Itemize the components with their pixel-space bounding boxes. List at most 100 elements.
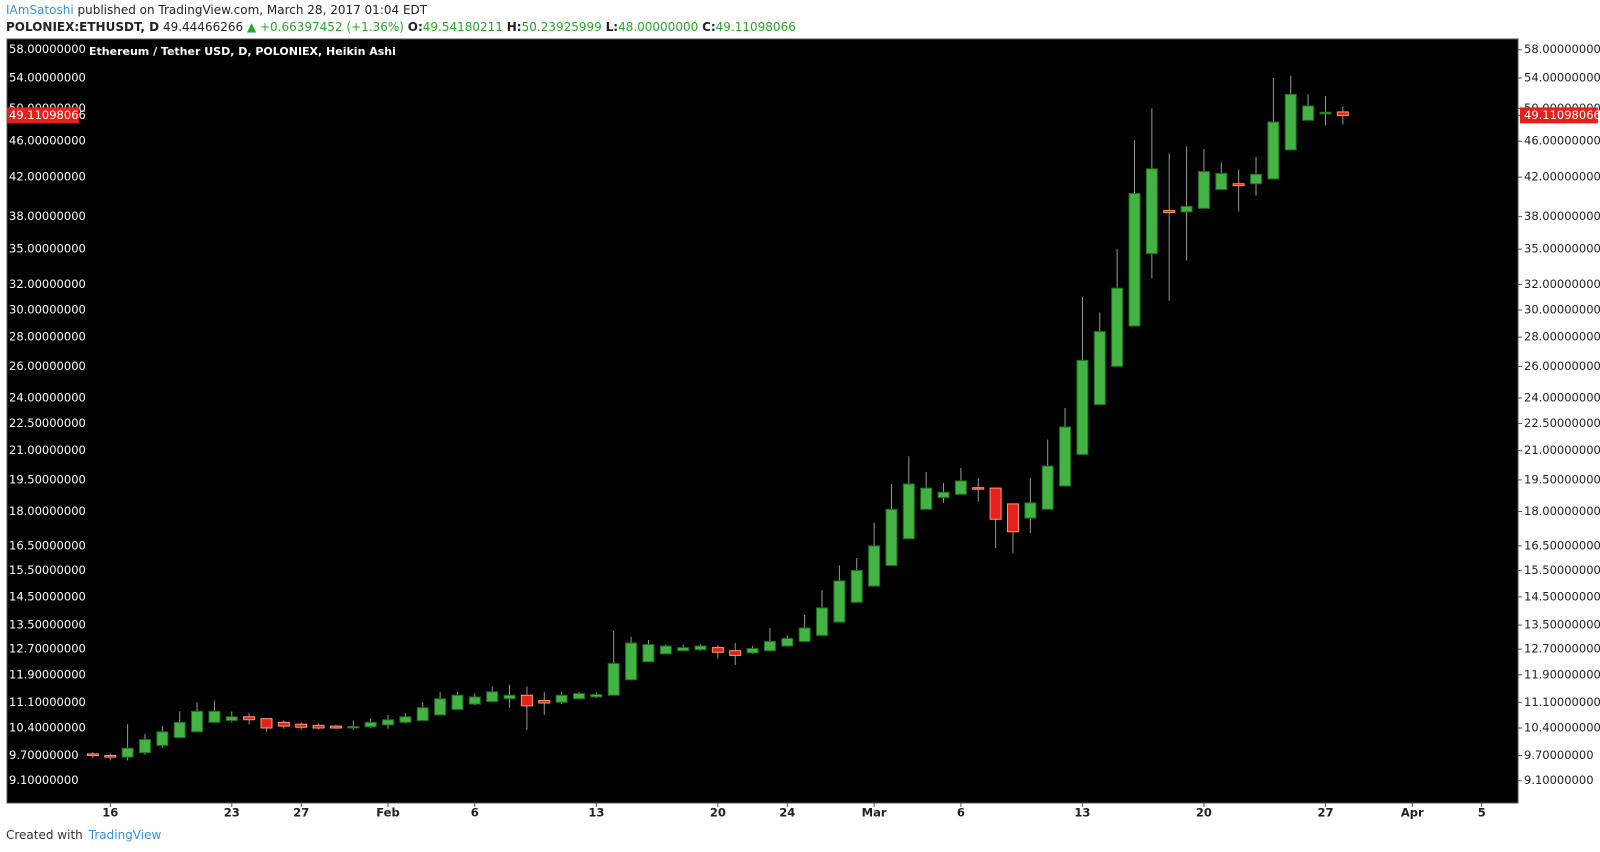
y-tick-label-left: 22.50000000 <box>9 416 86 430</box>
candle-body <box>868 545 881 587</box>
candle-body <box>920 487 933 510</box>
candle-body <box>156 731 169 746</box>
header-line-1: IAmSatoshi published on TradingView.com,… <box>6 2 796 19</box>
y-tick-label-right: 32.00000000 <box>1524 277 1600 291</box>
author[interactable]: IAmSatoshi <box>6 3 74 17</box>
y-tick-label-right: 15.50000000 <box>1524 563 1600 577</box>
candle-body <box>416 707 429 721</box>
candle-body <box>1059 426 1072 487</box>
candle-body <box>1041 465 1054 510</box>
y-tick-label-right: 30.00000000 <box>1524 302 1600 316</box>
candle-body <box>1111 287 1124 367</box>
candle-body <box>277 721 290 727</box>
y-tick-label-right: 38.00000000 <box>1524 209 1600 223</box>
candle-body <box>191 710 204 733</box>
y-tick-label-right: 22.50000000 <box>1524 416 1600 430</box>
ohlc: O:49.54180211 H:50.23925999 L:48.0000000… <box>408 20 796 34</box>
y-tick-label-left: 58.00000000 <box>9 42 86 56</box>
ohlc-value: 48.00000000 <box>618 20 699 34</box>
last-price-label-left: 49.11098066 <box>9 108 86 122</box>
candle-body <box>902 483 915 540</box>
candle-body <box>1093 331 1106 406</box>
candle-body <box>1076 359 1089 455</box>
candle-body <box>399 716 412 723</box>
y-tick-label-right: 11.10000000 <box>1524 695 1600 709</box>
candle-body <box>1232 183 1245 187</box>
candle-body <box>625 642 638 681</box>
brand-link[interactable]: TradingView <box>88 828 162 842</box>
candle-body <box>555 694 568 703</box>
x-tick-label: 13 <box>1074 806 1090 820</box>
y-tick-label-right: 9.10000000 <box>1524 773 1594 787</box>
ohlc-label: L: <box>605 20 619 34</box>
y-tick-label-right: 9.70000000 <box>1524 748 1594 762</box>
y-tick-label-right: 14.50000000 <box>1524 589 1600 603</box>
candle-body <box>260 718 273 729</box>
y-tick-label-left: 11.10000000 <box>9 695 86 709</box>
candle-body <box>329 725 342 729</box>
candle-body <box>1215 172 1228 191</box>
y-tick-label-right: 46.00000000 <box>1524 134 1600 148</box>
y-tick-label-right: 21.00000000 <box>1524 443 1600 457</box>
candle-body <box>86 753 99 756</box>
x-tick-label: 24 <box>779 806 795 820</box>
candle-body <box>104 754 117 758</box>
y-tick-label-left: 13.50000000 <box>9 618 86 632</box>
candle-body <box>1302 105 1315 121</box>
candle-body <box>208 710 221 723</box>
y-tick-label-right: 58.00000000 <box>1524 42 1600 56</box>
y-tick-label-left: 26.00000000 <box>9 359 86 373</box>
x-tick-label: 23 <box>224 806 240 820</box>
last-price-label-right: 49.11098066 <box>1524 108 1600 122</box>
candle-body <box>763 640 776 652</box>
x-tick-label: 6 <box>957 806 965 820</box>
y-tick-label-right: 26.00000000 <box>1524 359 1600 373</box>
candle-body <box>243 716 256 721</box>
y-tick-label-left: 42.00000000 <box>9 170 86 184</box>
y-tick-label-left: 38.00000000 <box>9 209 86 223</box>
candle-body <box>382 719 395 726</box>
candle-body <box>816 607 829 636</box>
ohlc-label: H: <box>506 20 522 34</box>
y-tick-label-left: 32.00000000 <box>9 277 86 291</box>
candle-body <box>312 724 325 729</box>
candle-body <box>1024 502 1037 519</box>
symbol: POLONIEX:ETHUSDT, D <box>6 20 160 34</box>
candle-body <box>225 716 238 721</box>
y-tick-label-left: 21.00000000 <box>9 443 86 457</box>
x-tick-label: 20 <box>710 806 726 820</box>
y-tick-label-left: 9.10000000 <box>9 773 79 787</box>
y-tick-label-right: 42.00000000 <box>1524 170 1600 184</box>
candle-body <box>486 691 499 703</box>
ohlc-value: 49.11098066 <box>715 20 796 34</box>
candle-body <box>572 693 585 700</box>
y-tick-label-left: 28.00000000 <box>9 330 86 344</box>
y-tick-label-right: 19.50000000 <box>1524 472 1600 486</box>
plot-area <box>6 38 1519 804</box>
candle-body <box>989 487 1002 520</box>
candle-body <box>798 627 811 642</box>
y-tick-label-left: 14.50000000 <box>9 589 86 603</box>
candle-body <box>642 644 655 663</box>
candle-body <box>1319 111 1332 115</box>
ohlc-label: O: <box>407 20 423 34</box>
candle-body <box>451 694 464 710</box>
y-tick-label-left: 19.50000000 <box>9 472 86 486</box>
y-tick-label-right: 16.50000000 <box>1524 538 1600 552</box>
header: IAmSatoshi published on TradingView.com,… <box>6 2 796 36</box>
candle-body <box>590 694 603 698</box>
candle-body <box>1284 93 1297 151</box>
candle-body <box>850 570 863 603</box>
y-tick-label-right: 18.00000000 <box>1524 504 1600 518</box>
candle-body <box>729 650 742 656</box>
x-tick-label: 20 <box>1196 806 1212 820</box>
published: published on TradingView.com, March 28, … <box>77 3 428 17</box>
candle-body <box>434 698 447 716</box>
candle-body <box>347 725 360 729</box>
candle-body <box>538 700 551 704</box>
y-tick-label-left: 35.00000000 <box>9 242 86 256</box>
x-tick-label: 13 <box>588 806 604 820</box>
y-tick-label-right: 12.70000000 <box>1524 642 1600 656</box>
